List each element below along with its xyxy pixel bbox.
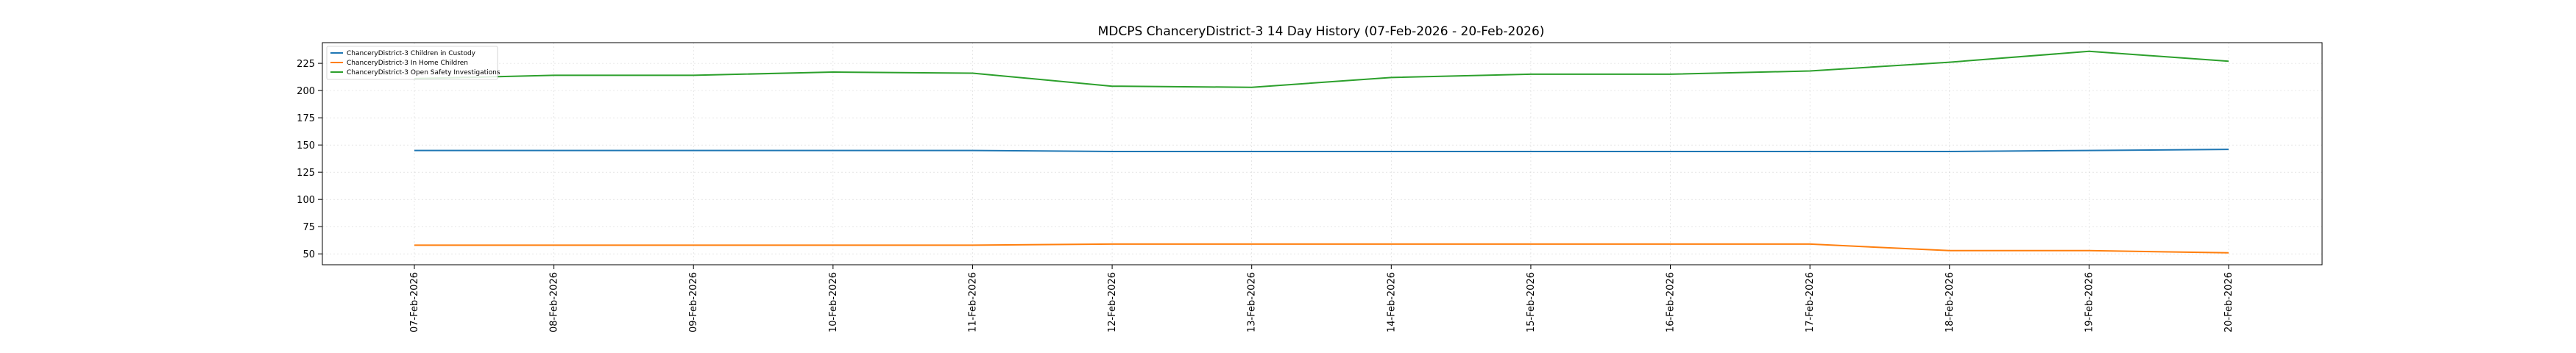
legend-label: ChanceryDistrict-3 Open Safety Investiga… [347,69,500,76]
x-tick-label: 19-Feb-2026 [2084,272,2095,332]
y-tick-label: 50 [302,249,315,260]
x-tick-label: 13-Feb-2026 [1247,272,1258,332]
y-tick-label: 225 [297,59,315,70]
x-tick-label: 16-Feb-2026 [1666,272,1677,332]
y-tick-label: 175 [297,113,315,124]
x-axis: 07-Feb-2026 08-Feb-2026 09-Feb-2026 10-Feb-… [409,265,2234,332]
x-tick-label: 14-Feb-2026 [1386,272,1397,332]
y-axis: 50 75 100 125 150 175 200 225 [297,59,322,260]
legend-label: ChanceryDistrict-3 Children in Custody [347,50,476,57]
chart-title: MDCPS ChanceryDistrict-3 14 Day History … [1098,24,1545,39]
x-tick-label: 15-Feb-2026 [1526,272,1537,332]
y-tick-label: 150 [297,140,315,151]
grid [322,43,2322,265]
x-tick-label: 11-Feb-2026 [967,272,978,332]
legend: ChanceryDistrict-3 Children in Custody Ch… [326,46,500,80]
y-tick-label: 75 [302,222,315,233]
x-tick-label: 07-Feb-2026 [409,272,420,332]
series-line-0 [414,149,2229,152]
x-tick-label: 18-Feb-2026 [1945,272,1956,332]
legend-label: ChanceryDistrict-3 In Home Children [347,60,468,67]
x-tick-label: 09-Feb-2026 [688,272,699,332]
y-tick-label: 200 [297,86,315,97]
x-tick-label: 20-Feb-2026 [2223,272,2234,332]
series-lines [414,50,2229,254]
y-tick-label: 100 [297,195,315,206]
y-tick-label: 125 [297,168,315,179]
x-tick-label: 10-Feb-2026 [828,272,839,332]
series-line-2 [414,50,2229,88]
legend-box [326,46,498,80]
series-line-1 [414,243,2229,254]
x-tick-label: 12-Feb-2026 [1107,272,1118,332]
x-tick-label: 17-Feb-2026 [1805,272,1816,332]
x-tick-label: 08-Feb-2026 [549,272,560,332]
plot-frame [322,42,2323,265]
